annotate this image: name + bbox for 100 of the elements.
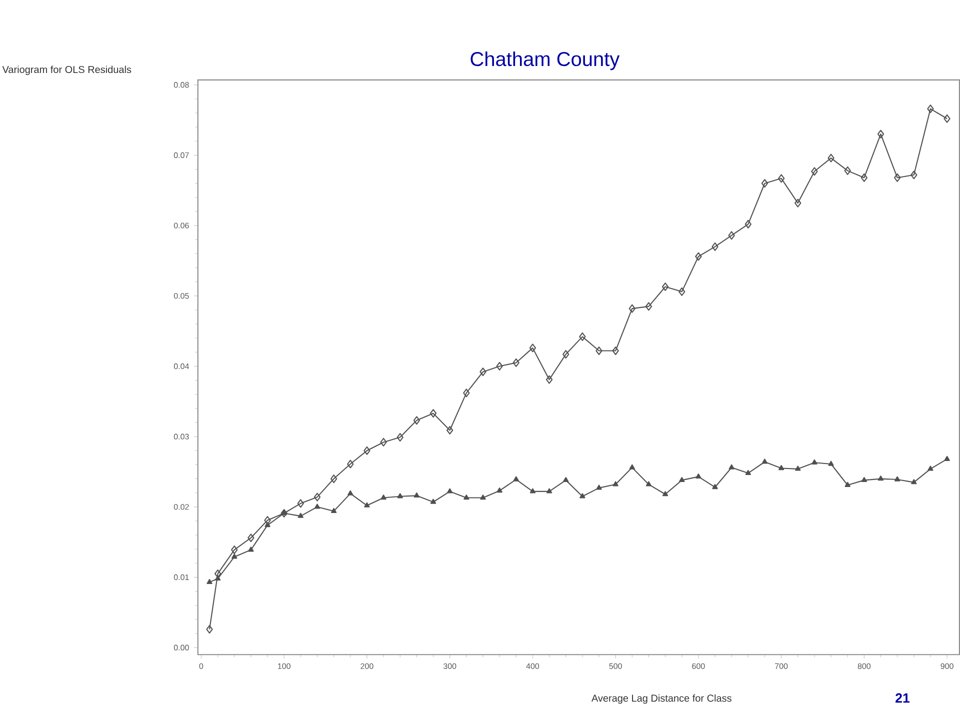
point (761, 179, 768, 188)
point (628, 304, 636, 314)
point (314, 493, 321, 502)
point (596, 484, 602, 490)
point (330, 474, 338, 484)
point (596, 346, 602, 356)
point (811, 167, 818, 176)
point (530, 488, 536, 494)
point (463, 388, 470, 398)
point (944, 456, 950, 462)
point (678, 288, 686, 296)
point (894, 476, 900, 482)
point (844, 166, 851, 176)
point (612, 481, 618, 486)
x-tick-label: 400 (526, 664, 540, 670)
point (662, 282, 669, 292)
text: 21 (896, 694, 910, 703)
point (364, 502, 370, 508)
point (712, 242, 718, 252)
x-tick-label: 200 (360, 664, 374, 670)
y-tick-label: 0.07 (174, 152, 189, 158)
point (645, 302, 652, 311)
point (679, 477, 685, 482)
point (546, 488, 552, 494)
point (562, 350, 570, 359)
y-tick-label: 0.02 (174, 504, 189, 510)
point (264, 522, 270, 528)
point (778, 465, 784, 470)
point (248, 546, 254, 552)
x-tick-label: 300 (443, 664, 456, 670)
y-tick-label: 0.00 (174, 644, 189, 651)
point (480, 494, 486, 500)
point (529, 344, 536, 352)
y-tick-label: 0.04 (174, 364, 189, 370)
point (496, 488, 502, 493)
point (712, 484, 718, 490)
point (446, 426, 454, 435)
point (330, 508, 337, 514)
point (646, 481, 652, 486)
point (446, 488, 453, 494)
point (579, 332, 586, 342)
point (380, 438, 387, 447)
point (629, 464, 635, 470)
point (297, 499, 304, 508)
y-tick-label: 0.08 (174, 82, 189, 88)
point (728, 231, 735, 240)
point (206, 579, 212, 584)
x-tick-label: 100 (278, 664, 290, 670)
point (496, 362, 503, 371)
point (944, 114, 950, 124)
point (413, 416, 420, 425)
point (762, 458, 768, 464)
point (928, 466, 934, 472)
y-tick-label: 0.01 (174, 574, 189, 580)
x-tick-label: 0 (199, 664, 204, 670)
point (314, 504, 320, 509)
point (348, 490, 354, 496)
point (861, 477, 868, 482)
point (546, 376, 553, 384)
y-axis-title: Variogram for OLS Residuals (2, 66, 132, 76)
point (231, 546, 238, 554)
point (662, 491, 668, 496)
x-tick-label: 800 (858, 664, 871, 670)
point (696, 474, 702, 479)
point (512, 358, 520, 368)
point (364, 446, 370, 456)
point (248, 534, 254, 542)
point (844, 482, 850, 488)
point (744, 220, 752, 229)
point (910, 170, 918, 180)
point (828, 461, 834, 466)
point (430, 498, 436, 504)
y-tick-label: 0.03 (174, 434, 189, 440)
point (347, 460, 354, 468)
point (828, 154, 834, 162)
point (745, 470, 751, 476)
point (396, 433, 404, 442)
point (414, 492, 420, 498)
point (878, 476, 884, 481)
point (206, 625, 213, 634)
point (812, 460, 818, 465)
point (513, 476, 519, 482)
point (794, 198, 802, 208)
x-axis-title: Average Lag Distance for Class (591, 694, 732, 704)
point (612, 346, 619, 356)
point (728, 464, 734, 470)
point (232, 554, 238, 559)
point (580, 493, 586, 498)
x-tick-label: 700 (775, 664, 788, 670)
point (877, 130, 884, 139)
point (430, 409, 437, 418)
point (562, 477, 569, 482)
x-tick-label: 900 (940, 664, 954, 670)
point (380, 494, 386, 500)
point (480, 368, 486, 376)
point (397, 493, 403, 498)
point (778, 174, 785, 183)
point (894, 174, 901, 182)
chart-title: Chatham County (470, 52, 620, 70)
point (214, 576, 221, 581)
